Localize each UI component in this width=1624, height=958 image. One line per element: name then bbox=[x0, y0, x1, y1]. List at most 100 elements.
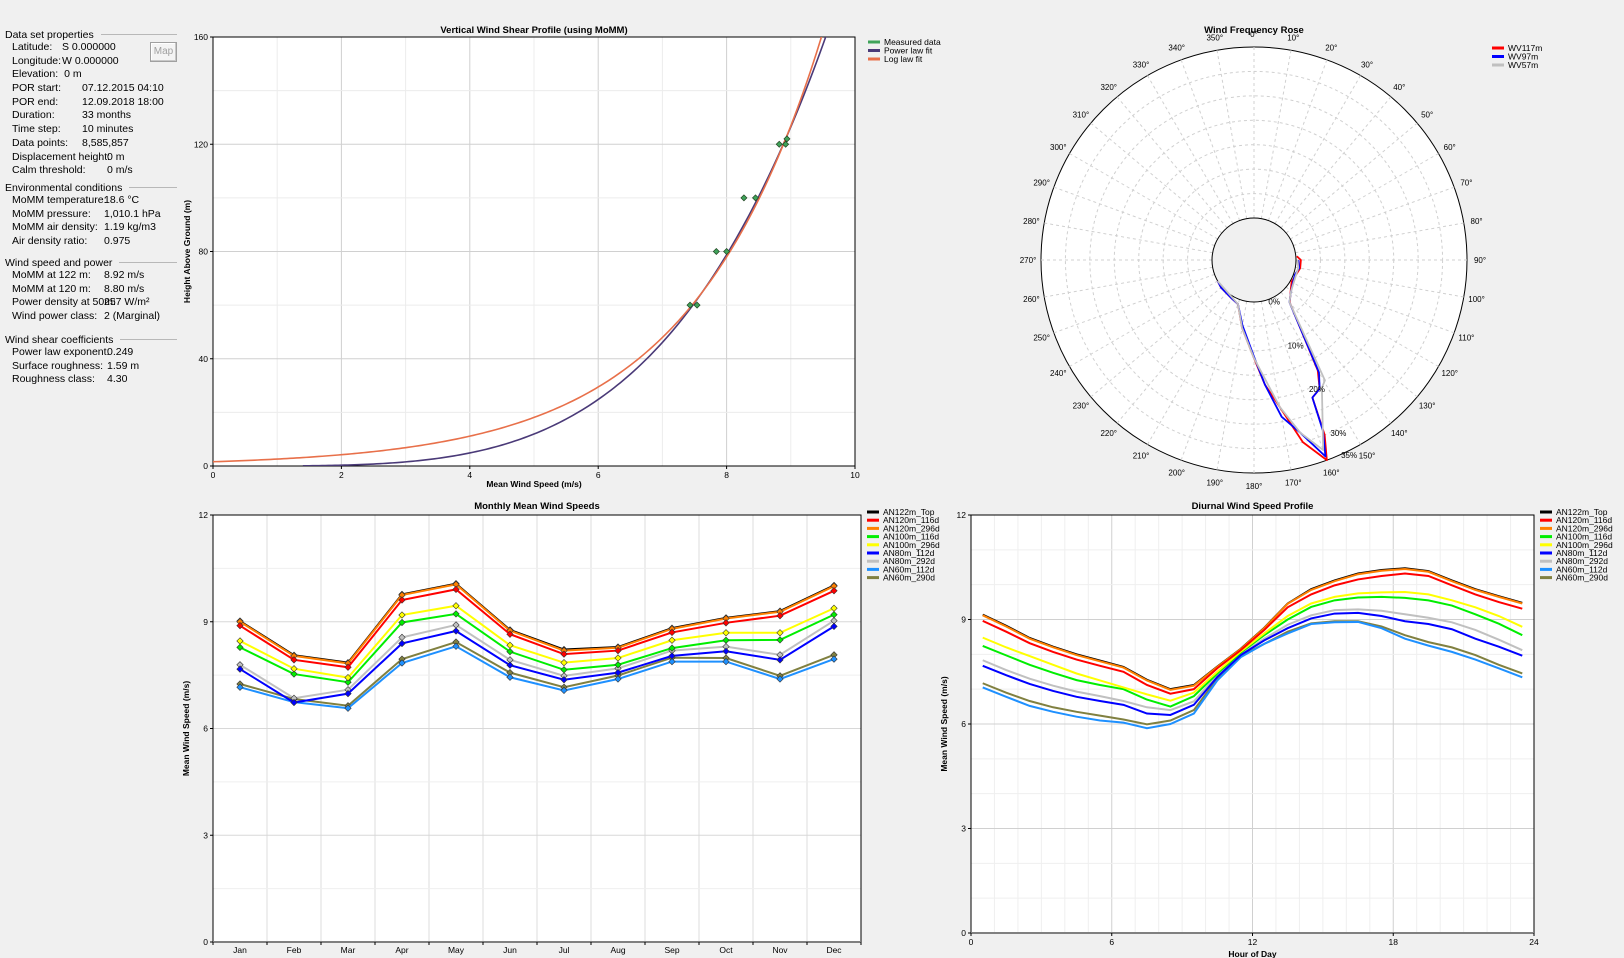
y-tick-label: 12 bbox=[957, 510, 967, 520]
rose-spoke bbox=[1147, 75, 1234, 224]
divider bbox=[100, 34, 177, 35]
legend-label: AN120m_116d bbox=[883, 515, 939, 525]
y-tick-label: 0 bbox=[203, 461, 208, 471]
direction-label: 350° bbox=[1206, 33, 1223, 42]
data-point-marker bbox=[830, 655, 838, 663]
data-point-marker bbox=[722, 629, 730, 637]
radial-label: 30% bbox=[1330, 429, 1346, 438]
data-point-marker bbox=[236, 622, 244, 630]
map-button[interactable]: Map bbox=[150, 42, 177, 62]
rose-spoke bbox=[1280, 96, 1392, 229]
data-point-marker bbox=[830, 604, 838, 612]
legend-item: AN100m_296d bbox=[867, 540, 940, 550]
data-point-marker bbox=[722, 647, 730, 655]
direction-label: 50° bbox=[1421, 111, 1433, 120]
x-tick-label: Mar bbox=[341, 945, 356, 955]
monthly-mean-chart: 0 3 6 9 12 Jan Feb Mar Apr May Jun Jul Aug Sep Oct Nov D… bbox=[181, 501, 940, 955]
radial-label: 10% bbox=[1288, 341, 1304, 350]
legend-label: AN120m_296d bbox=[883, 523, 940, 533]
series-line bbox=[982, 572, 1523, 695]
x-tick-label: Oct bbox=[719, 945, 733, 955]
property-value: 10 minutes bbox=[82, 123, 134, 136]
rose-spoke bbox=[1053, 186, 1215, 247]
x-tick-label: Jan bbox=[233, 945, 247, 955]
direction-label: 180° bbox=[1246, 482, 1263, 491]
legend-item: AN100m_296d bbox=[1540, 540, 1613, 550]
x-tick-label: 8 bbox=[724, 470, 729, 480]
rose-spoke bbox=[1044, 222, 1213, 254]
radial-label: 0% bbox=[1268, 297, 1280, 306]
chart-title: Wind Frequency Rose bbox=[1204, 25, 1304, 36]
series-line bbox=[239, 612, 835, 684]
data-point-marker bbox=[290, 670, 298, 678]
direction-label: 90° bbox=[1474, 256, 1486, 265]
data-point-marker bbox=[830, 611, 838, 619]
direction-label: 100° bbox=[1468, 295, 1485, 304]
property-label: MoMM at 122 m: bbox=[12, 269, 91, 281]
property-label: Longitude: bbox=[12, 54, 62, 67]
data-point-marker bbox=[452, 602, 460, 610]
rose-spoke bbox=[1116, 96, 1228, 229]
x-tick-label: Nov bbox=[772, 945, 788, 955]
legend-label: Measured data bbox=[884, 37, 941, 47]
direction-label: 10° bbox=[1287, 33, 1299, 42]
property-row: POR start: 07.12.2015 04:10 bbox=[5, 82, 177, 96]
x-tick-label: Dec bbox=[826, 945, 842, 955]
direction-label: 130° bbox=[1419, 401, 1436, 410]
legend-label: AN100m_296d bbox=[883, 540, 940, 550]
data-point-marker bbox=[398, 659, 406, 667]
property-label: Time step: bbox=[12, 123, 61, 136]
legend-label: AN80m_292d bbox=[883, 556, 935, 566]
rose-spoke bbox=[1044, 266, 1213, 298]
rose-spoke bbox=[1116, 291, 1228, 424]
data-point-marker bbox=[560, 650, 568, 658]
property-row: Calm threshold: 0 m/s bbox=[5, 164, 177, 178]
section-wind-speed-and-power: Wind speed and power MoMM at 122 m: 8.92 m… bbox=[5, 256, 177, 324]
x-tick-label: Apr bbox=[395, 945, 408, 955]
y-tick-label: 3 bbox=[961, 824, 966, 834]
property-row: Longitude: W 0.000000 bbox=[5, 55, 177, 69]
rose-spoke bbox=[1216, 301, 1248, 470]
legend-label: Power law fit bbox=[884, 46, 933, 56]
direction-label: 280° bbox=[1023, 217, 1040, 226]
legend-label: AN60m_290d bbox=[1556, 573, 1608, 583]
y-tick-label: 6 bbox=[961, 719, 966, 729]
rose-series-line bbox=[1216, 259, 1326, 451]
legend-label: AN60m_112d bbox=[1556, 564, 1608, 574]
rose-spoke bbox=[1147, 296, 1234, 445]
direction-label: 200° bbox=[1168, 468, 1185, 477]
direction-label: 80° bbox=[1471, 217, 1483, 226]
data-point-marker bbox=[344, 678, 352, 686]
measured-data-point bbox=[723, 248, 731, 255]
rose-spoke bbox=[1180, 59, 1241, 221]
property-label: Calm threshold: bbox=[12, 164, 86, 177]
data-point-marker bbox=[614, 675, 622, 683]
property-label: Wind power class: bbox=[12, 310, 98, 323]
property-value: 0 m/s bbox=[107, 164, 133, 177]
divider bbox=[129, 187, 177, 188]
y-tick-label: 3 bbox=[203, 830, 208, 840]
direction-label: 30° bbox=[1361, 60, 1373, 69]
series-line bbox=[239, 604, 835, 679]
direction-label: 190° bbox=[1206, 479, 1223, 488]
legend-item: WV117m bbox=[1492, 43, 1542, 53]
y-axis-label: Mean Wind Speed (m/s) bbox=[939, 676, 949, 771]
direction-label: 250° bbox=[1033, 333, 1050, 342]
property-value: 257 W/m² bbox=[104, 296, 150, 309]
data-point-marker bbox=[560, 686, 568, 695]
data-point-marker bbox=[614, 669, 622, 677]
data-point-marker bbox=[344, 690, 352, 698]
section-title: Wind shear coefficients bbox=[5, 333, 114, 346]
measured-data-point bbox=[712, 248, 720, 255]
property-value: 4.30 bbox=[107, 373, 128, 386]
rose-spoke bbox=[1293, 273, 1455, 334]
direction-label: 330° bbox=[1133, 60, 1150, 69]
data-point-marker bbox=[236, 683, 244, 691]
rose-spoke bbox=[1260, 301, 1292, 470]
y-tick-label: 40 bbox=[199, 354, 209, 364]
legend-item: AN120m_116d bbox=[1540, 515, 1612, 525]
log-law-fit-line bbox=[213, 37, 823, 463]
measured-data-point bbox=[686, 301, 694, 309]
data-point-marker bbox=[776, 629, 784, 637]
direction-label: 310° bbox=[1073, 111, 1090, 120]
